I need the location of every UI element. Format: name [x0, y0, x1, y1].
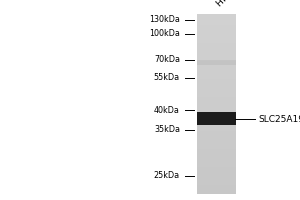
Bar [196, 138, 236, 140]
Bar [196, 149, 236, 151]
Bar [196, 43, 236, 46]
Bar [196, 187, 236, 190]
Bar [196, 108, 236, 111]
Bar [196, 153, 236, 156]
Bar [196, 102, 236, 104]
Bar [196, 93, 236, 95]
Bar [196, 75, 236, 77]
Bar [196, 180, 236, 183]
Bar [196, 54, 236, 57]
Bar [196, 64, 236, 66]
Bar [196, 136, 236, 138]
Bar [196, 25, 236, 27]
Bar [196, 34, 236, 36]
Bar [196, 95, 236, 97]
Bar [196, 160, 236, 162]
Bar [196, 97, 236, 99]
Bar [196, 112, 236, 126]
Bar [196, 117, 236, 120]
Bar [196, 183, 236, 185]
Bar [196, 60, 236, 65]
Bar [196, 190, 236, 192]
Bar [196, 178, 236, 180]
Bar [196, 66, 236, 68]
Bar [196, 77, 236, 79]
Text: 55kDa: 55kDa [154, 73, 180, 82]
Bar [196, 61, 236, 64]
Text: 25kDa: 25kDa [154, 171, 180, 180]
Bar [196, 144, 236, 147]
Bar [196, 127, 236, 129]
Bar [196, 84, 236, 86]
Text: SLC25A19: SLC25A19 [258, 114, 300, 123]
Bar [196, 120, 236, 122]
Bar [196, 81, 236, 84]
Bar [196, 176, 236, 178]
Bar [196, 151, 236, 153]
Bar [196, 46, 236, 48]
Bar [196, 99, 236, 102]
Bar [196, 129, 236, 131]
Bar [196, 72, 236, 75]
Text: 70kDa: 70kDa [154, 55, 180, 64]
Bar [196, 23, 236, 25]
Bar [196, 174, 236, 176]
Bar [196, 88, 236, 90]
Bar [196, 185, 236, 187]
Bar [196, 142, 236, 144]
Bar [196, 115, 236, 117]
Bar [196, 111, 236, 113]
Bar [196, 122, 236, 124]
Bar [196, 192, 236, 194]
Bar [196, 156, 236, 158]
Bar [196, 165, 236, 167]
Bar [196, 59, 236, 61]
Bar [196, 50, 236, 52]
Bar [196, 68, 236, 70]
Bar [196, 16, 236, 19]
Bar [196, 140, 236, 142]
Bar [196, 48, 236, 50]
Bar [196, 86, 236, 88]
Bar [196, 39, 236, 41]
Bar [196, 167, 236, 169]
Bar [196, 113, 236, 115]
Bar [196, 169, 236, 171]
Bar [196, 27, 236, 30]
Bar [196, 52, 236, 54]
Bar [196, 32, 236, 34]
Text: HT-29: HT-29 [214, 0, 239, 8]
Text: 35kDa: 35kDa [154, 126, 180, 134]
Bar [196, 36, 236, 39]
Text: 40kDa: 40kDa [154, 106, 180, 114]
Bar [196, 131, 236, 133]
Bar [196, 104, 236, 106]
Bar [196, 79, 236, 82]
Bar [196, 70, 236, 73]
Bar [196, 19, 236, 21]
Bar [196, 162, 236, 165]
Bar [196, 147, 236, 149]
Bar [196, 133, 236, 136]
Bar [196, 171, 236, 174]
Bar [196, 30, 236, 32]
Bar [196, 158, 236, 160]
Bar [196, 14, 236, 16]
Bar [196, 90, 236, 93]
Bar [196, 57, 236, 59]
Text: 100kDa: 100kDa [149, 29, 180, 38]
Text: 130kDa: 130kDa [149, 16, 180, 24]
Bar [196, 124, 236, 127]
Bar [196, 41, 236, 43]
Bar [196, 106, 236, 108]
Bar [196, 21, 236, 23]
